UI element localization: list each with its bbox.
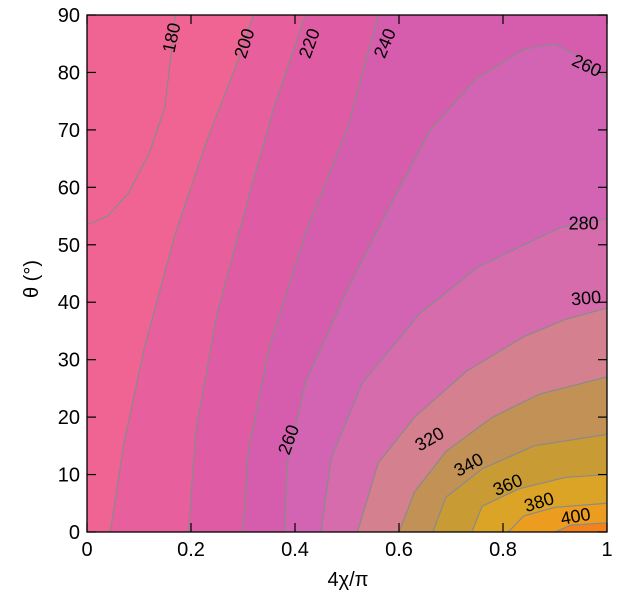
contour-line-260 [284, 43, 607, 532]
y-tick-label: 40 [58, 292, 80, 314]
y-tick-label: 60 [58, 177, 80, 199]
y-tick-label: 10 [58, 465, 80, 487]
contour-label: 300 [570, 287, 602, 310]
contour-line-180 [87, 15, 176, 226]
contour-line-300 [356, 307, 607, 532]
y-tick-label: 0 [69, 522, 80, 544]
contour-line-280 [320, 218, 607, 532]
y-axis-label: θ (°) [21, 260, 43, 298]
contour-line-380 [507, 502, 607, 532]
y-tick-label: 50 [58, 235, 80, 257]
plot-frame [86, 14, 608, 533]
x-tick-label: 0.2 [177, 539, 205, 561]
x-tick-label: 0.4 [281, 539, 309, 561]
y-tick-label: 30 [58, 350, 80, 372]
x-tick-label: 0.6 [385, 539, 413, 561]
contour-line-200 [109, 15, 254, 532]
contour-line-400 [554, 522, 607, 532]
contour-label: 280 [569, 213, 599, 233]
contour-region-400 [555, 522, 607, 532]
x-tick-label: 0 [81, 539, 92, 561]
contour-line-340 [432, 433, 607, 532]
contour-line-220 [187, 15, 306, 532]
x-axis: 0 0.2 0.4 0.6 0.8 1 [81, 15, 613, 561]
y-axis: 0 10 20 30 40 50 60 70 80 90 [58, 5, 607, 544]
x-tick-label: 0.8 [489, 539, 517, 561]
plot-area [87, 15, 607, 532]
contour-line-320 [398, 376, 607, 532]
contour-line-240 [242, 15, 379, 532]
y-tick-label: 90 [58, 5, 80, 27]
x-axis-label: 4χ/π [328, 569, 369, 591]
contour-lines [87, 15, 607, 532]
y-tick-label: 70 [58, 120, 80, 142]
contour-line-360 [471, 473, 607, 532]
y-tick-label: 20 [58, 407, 80, 429]
x-tick-label: 1 [601, 539, 612, 561]
y-tick-label: 80 [58, 62, 80, 84]
